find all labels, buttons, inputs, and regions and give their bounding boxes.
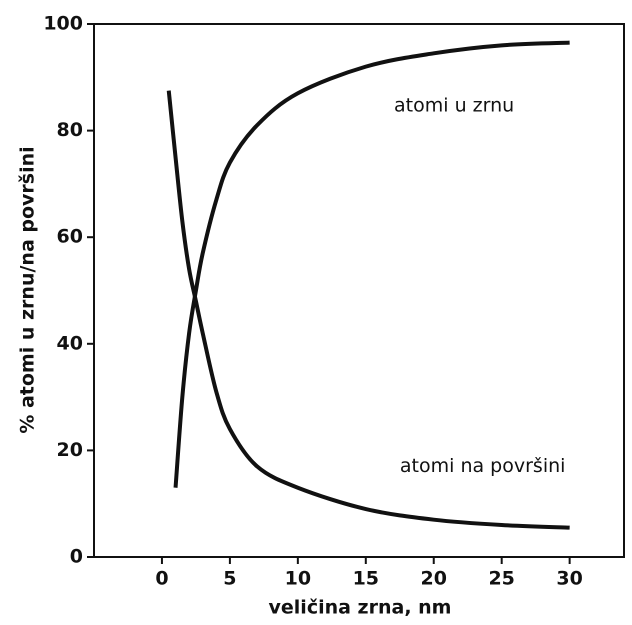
x-axis-title: veličina zrna, nm (269, 597, 452, 619)
y-tick-label: 20 (57, 439, 83, 461)
line-series (173, 40, 570, 488)
y-tick-label: 40 (57, 332, 83, 354)
x-tick-label: 5 (223, 568, 236, 590)
y-tick-label: 80 (57, 119, 83, 141)
x-tick-label: 10 (285, 568, 311, 590)
y-tick-label: 100 (43, 13, 83, 35)
y-axis-title: % atomi u zrnu/na površini (17, 146, 39, 433)
x-tick-label: 20 (421, 568, 447, 590)
x-tick-label: 15 (353, 568, 379, 590)
y-tick-label: 0 (70, 546, 83, 568)
y-tick-label: 60 (57, 226, 83, 248)
series-label: atomi na površini (400, 455, 566, 477)
x-tick-label: 30 (556, 568, 582, 590)
series-label: atomi u zrnu (394, 95, 514, 117)
x-tick-label: 0 (155, 568, 168, 590)
x-tick-label: 25 (488, 568, 514, 590)
plot-frame (93, 23, 625, 558)
line-series (166, 90, 570, 530)
